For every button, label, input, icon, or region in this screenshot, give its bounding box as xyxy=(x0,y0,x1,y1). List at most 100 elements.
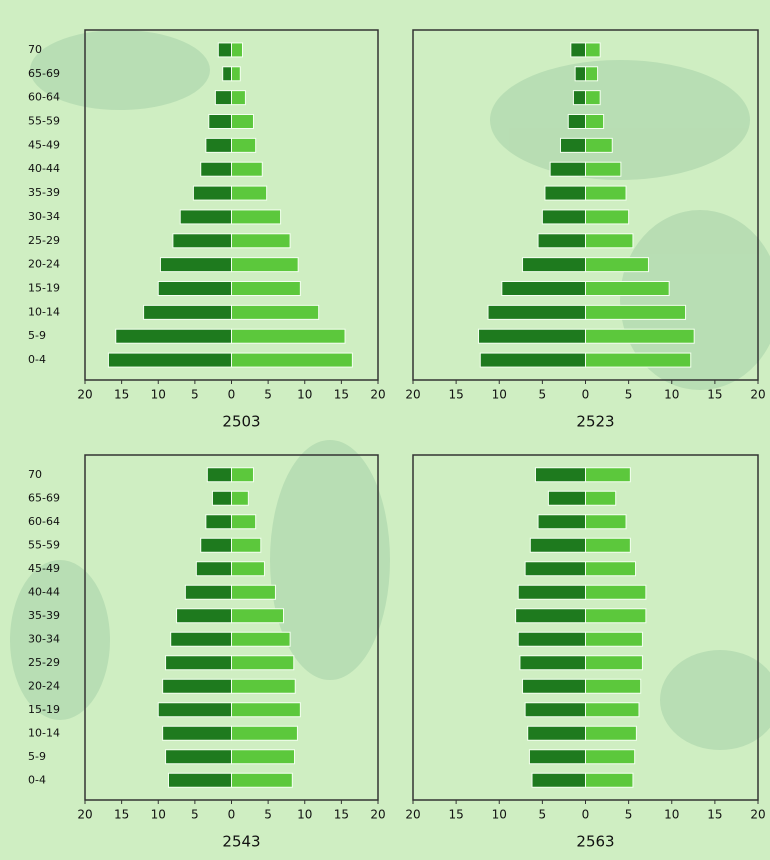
background-map xyxy=(10,30,770,750)
bar xyxy=(479,352,586,368)
bar xyxy=(585,608,647,624)
bar xyxy=(517,584,586,600)
bar xyxy=(585,702,640,718)
y-tick-label: 10-14 xyxy=(28,305,60,318)
bar xyxy=(231,233,291,249)
bar xyxy=(157,702,232,718)
bar xyxy=(231,42,243,58)
bar xyxy=(585,772,634,788)
bar xyxy=(534,467,586,483)
bar xyxy=(231,631,291,647)
y-tick-label: 65-69 xyxy=(28,67,60,80)
bar xyxy=(585,467,631,483)
bar xyxy=(231,161,263,177)
x-tick-label: 15 xyxy=(448,808,463,822)
x-tick-label: 5 xyxy=(264,808,272,822)
bar xyxy=(585,352,692,368)
bar xyxy=(585,725,637,741)
chart-title: 2563 xyxy=(576,833,614,851)
bar xyxy=(567,114,586,129)
bar xyxy=(206,467,232,483)
bar xyxy=(585,749,636,765)
x-tick-label: 5 xyxy=(539,808,547,822)
bar xyxy=(517,631,586,647)
bar xyxy=(547,490,586,506)
bar xyxy=(184,584,232,600)
y-tick-label: 30-34 xyxy=(28,632,60,645)
x-tick-label: 5 xyxy=(191,808,199,822)
y-tick-label: 20-24 xyxy=(28,258,60,271)
bar xyxy=(585,655,643,671)
x-tick-label: 20 xyxy=(370,808,385,822)
bar xyxy=(524,702,586,718)
bar xyxy=(200,537,232,553)
bar xyxy=(162,725,233,741)
y-tick-label: 5-9 xyxy=(28,750,46,763)
bar xyxy=(585,514,627,530)
bar xyxy=(585,257,649,273)
x-tick-label: 15 xyxy=(707,808,722,822)
bar xyxy=(531,772,587,788)
x-tick-label: 10 xyxy=(664,388,679,402)
y-tick-label: 45-49 xyxy=(28,562,60,575)
bar xyxy=(585,233,634,249)
bar xyxy=(519,655,587,671)
x-tick-label: 20 xyxy=(405,388,420,402)
bar xyxy=(157,281,232,296)
bar xyxy=(585,537,631,553)
chart-title: 2503 xyxy=(222,413,260,431)
bar xyxy=(200,161,232,177)
x-tick-label: 5 xyxy=(191,388,199,402)
bar xyxy=(231,114,254,129)
x-tick-label: 10 xyxy=(492,808,507,822)
bar xyxy=(159,257,232,273)
bar xyxy=(585,137,613,153)
y-tick-label: 55-59 xyxy=(28,538,60,551)
y-tick-label: 30-34 xyxy=(28,210,60,223)
bar xyxy=(528,749,586,765)
bar xyxy=(205,514,233,530)
y-tick-label: 70 xyxy=(28,43,42,56)
y-tick-label: 60-64 xyxy=(28,91,60,104)
bar xyxy=(231,702,301,718)
bar xyxy=(537,233,586,249)
x-tick-label: 10 xyxy=(664,808,679,822)
bar xyxy=(529,537,586,553)
bar xyxy=(585,304,687,320)
x-tick-label: 10 xyxy=(297,388,312,402)
bar xyxy=(478,328,586,344)
bar xyxy=(585,490,617,506)
bar xyxy=(143,304,233,320)
bar xyxy=(585,584,647,600)
bar xyxy=(217,42,233,58)
bar xyxy=(559,137,586,153)
bar xyxy=(165,749,232,765)
y-tick-label: 0-4 xyxy=(28,773,46,786)
bar xyxy=(222,66,233,82)
y-tick-label: 40-44 xyxy=(28,585,60,598)
bar xyxy=(585,66,599,82)
bar xyxy=(501,281,586,296)
bar xyxy=(214,90,232,106)
y-tick-label: 60-64 xyxy=(28,515,60,528)
bar xyxy=(585,185,627,201)
y-tick-label: 20-24 xyxy=(28,679,60,692)
x-tick-label: 15 xyxy=(707,388,722,402)
bar xyxy=(172,233,232,249)
bar xyxy=(168,772,233,788)
x-tick-label: 20 xyxy=(750,808,765,822)
chart-title: 2523 xyxy=(576,413,614,431)
bar xyxy=(537,514,586,530)
bar xyxy=(231,561,265,577)
bar xyxy=(585,114,605,129)
x-tick-label: 10 xyxy=(151,808,166,822)
bar xyxy=(522,678,586,694)
bar xyxy=(544,185,587,201)
bar xyxy=(549,161,587,177)
bar xyxy=(541,209,586,225)
bar xyxy=(231,584,276,600)
bar xyxy=(231,725,298,741)
bar xyxy=(231,304,320,320)
